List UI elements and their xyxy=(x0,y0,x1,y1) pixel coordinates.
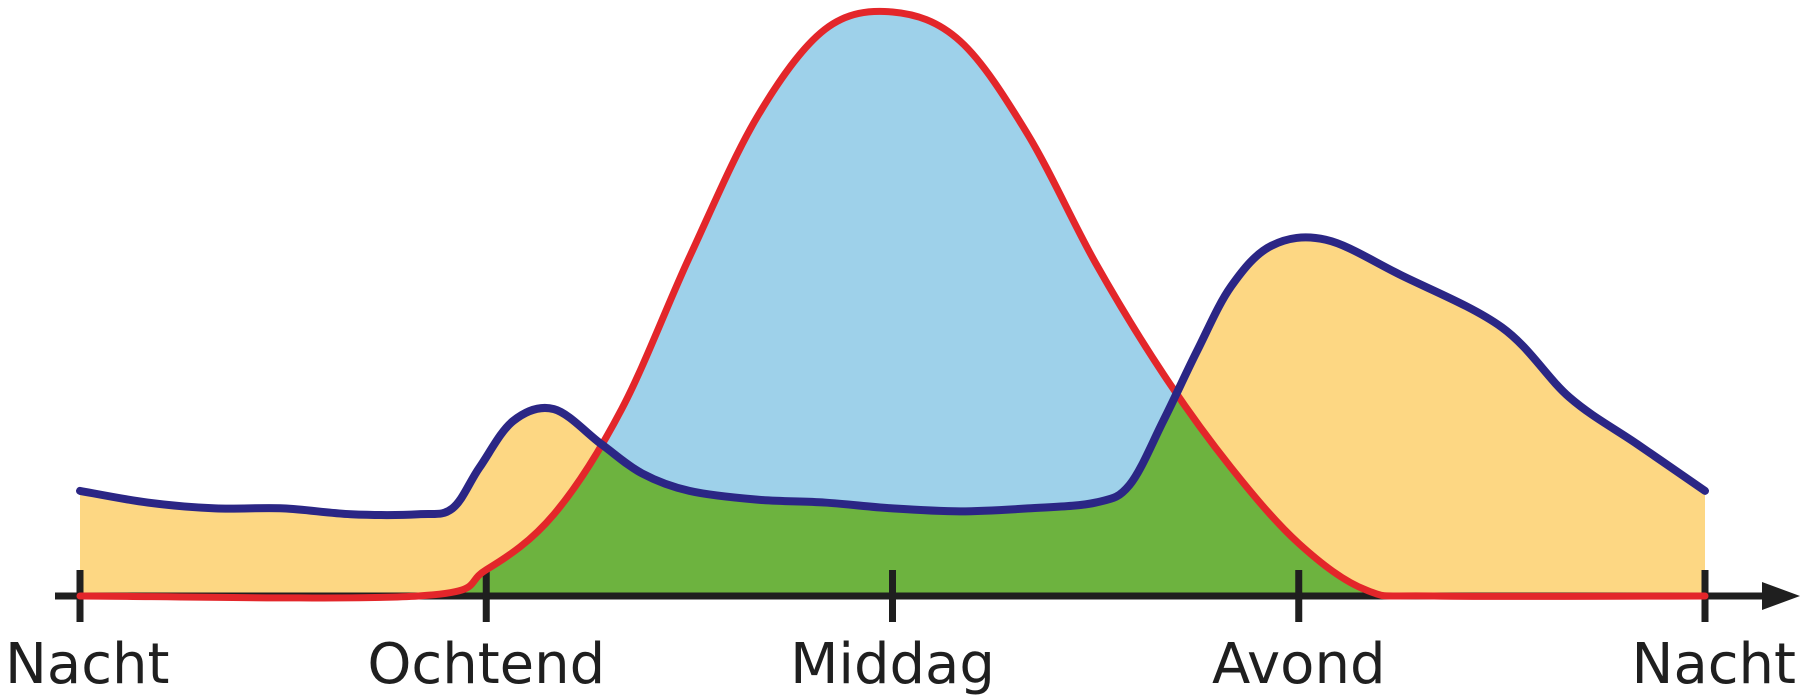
x-tick-label: Nacht xyxy=(5,632,169,697)
solar-area-fill xyxy=(80,11,1705,598)
x-tick-label: Nacht xyxy=(1632,632,1796,697)
x-axis-labels: Nacht Ochtend Middag Avond Nacht xyxy=(5,632,1796,697)
solar-area xyxy=(80,11,1705,598)
solar-line xyxy=(76,7,1709,602)
consumption-area-fill xyxy=(80,237,1705,596)
x-tick-label: Middag xyxy=(790,632,995,697)
x-axis-arrow xyxy=(1762,582,1800,610)
consumption-line xyxy=(76,233,1709,519)
x-tick-label: Ochtend xyxy=(367,632,605,697)
consumption-area xyxy=(80,237,1705,596)
x-tick-label: Avond xyxy=(1212,632,1385,697)
